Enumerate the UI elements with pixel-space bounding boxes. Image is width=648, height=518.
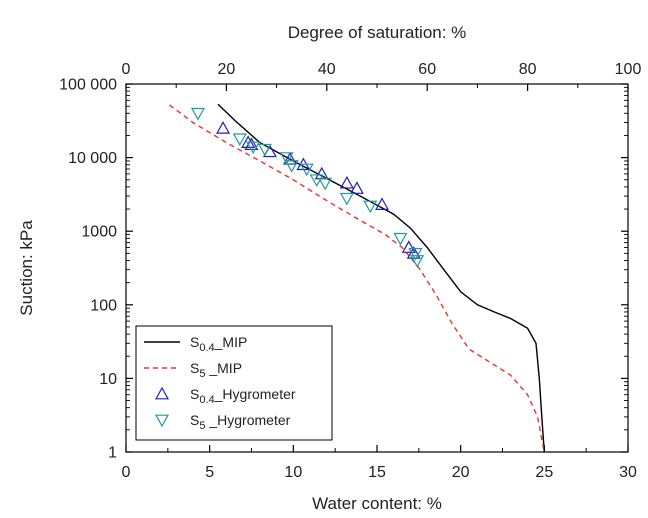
data-point-2 <box>339 175 354 189</box>
legend-swatch <box>154 386 170 400</box>
x-tick-label: 5 <box>205 464 214 481</box>
data-point-2 <box>375 197 390 210</box>
x-tick-label: 25 <box>535 464 553 481</box>
data-point-3 <box>318 177 333 191</box>
y-tick-label: 10 <box>99 371 117 388</box>
x2-tick-label: 60 <box>418 61 436 78</box>
data-point-3 <box>232 133 247 147</box>
x-tick-label: 20 <box>452 464 470 481</box>
data-point-3 <box>408 247 423 261</box>
y-tick-label: 1 <box>108 445 117 462</box>
series-line-1 <box>169 104 545 453</box>
data-point-3 <box>393 232 408 246</box>
x2-tick-label: 20 <box>218 61 236 78</box>
axes: 0 5 10 15 20 25 30 0 20 40 60 80 100 1 10 100 1000 10 000… <box>59 61 641 481</box>
x-tick-label: 30 <box>619 464 637 481</box>
data-point-3 <box>284 160 299 173</box>
y-tick-label: 100 000 <box>59 77 117 94</box>
x2-axis-title: Degree of saturation: % <box>288 23 467 42</box>
data-point-3 <box>279 152 294 165</box>
x2-tick-label: 100 <box>615 61 642 78</box>
legend-box <box>135 325 333 441</box>
y-tick-label: 10 000 <box>68 150 117 167</box>
y-axis-title: Suction: kPa <box>17 220 36 316</box>
x2-tick-label: 40 <box>318 61 336 78</box>
legend-entry: S5 _Hygrometer <box>190 412 291 432</box>
data-point-3 <box>246 141 261 155</box>
data-point-2 <box>282 152 298 165</box>
x2-tick-label: 80 <box>519 61 537 78</box>
x-tick-label: 0 <box>122 464 131 481</box>
legend-swatch <box>154 414 170 428</box>
data-point-2 <box>406 246 421 259</box>
data-point-3 <box>410 255 425 268</box>
data-point-2 <box>216 121 231 134</box>
x-axis-title: Water content: % <box>312 494 442 513</box>
y-tick-label: 100 <box>90 297 117 314</box>
plot-area <box>169 103 545 453</box>
x-tick-label: 10 <box>284 464 302 481</box>
data-point-2 <box>349 181 364 194</box>
legend-entry: S5 _MIP <box>190 360 242 380</box>
data-point-3 <box>299 163 314 177</box>
data-point-2 <box>401 240 416 253</box>
data-point-3 <box>257 143 272 157</box>
legend: S0.4_MIP S5 _MIP S0.4_Hygrometer S5 _Hygrom… <box>135 325 333 441</box>
legend-entry: S0.4_Hygrometer <box>190 386 296 406</box>
legend-entry: S0.4_MIP <box>190 334 247 354</box>
data-point-3 <box>363 200 378 214</box>
y-tick-label: 1000 <box>81 224 117 241</box>
data-point-3 <box>339 192 354 206</box>
x-tick-label: 15 <box>368 464 386 481</box>
x2-tick-label: 0 <box>122 61 131 78</box>
data-point-3 <box>190 107 205 121</box>
